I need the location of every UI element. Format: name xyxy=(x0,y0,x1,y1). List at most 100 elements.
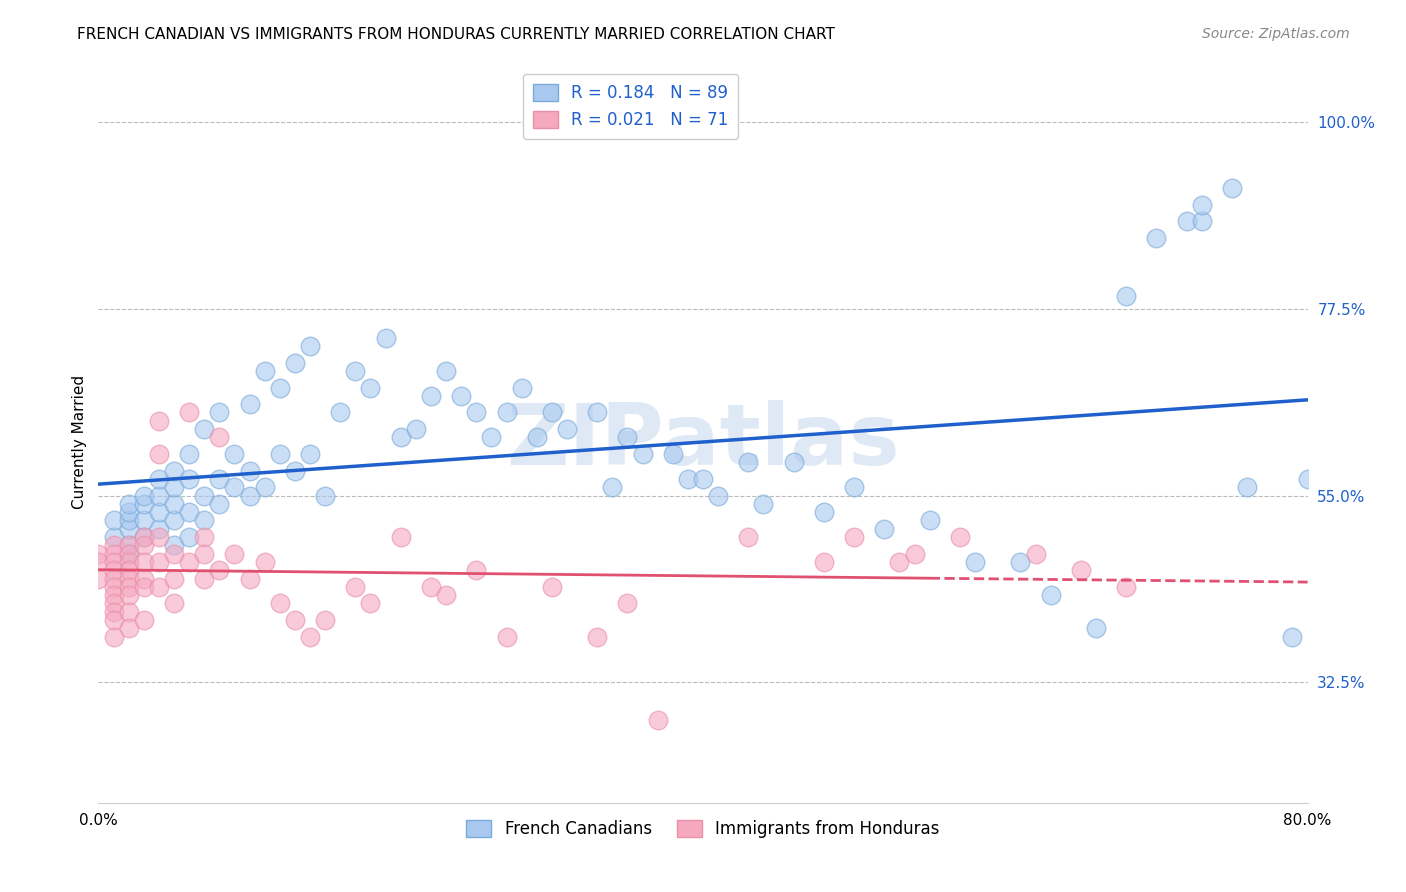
Point xyxy=(1010,555,1032,569)
Point xyxy=(193,422,215,436)
Point xyxy=(179,447,201,461)
Point xyxy=(163,572,186,586)
Point xyxy=(118,580,141,594)
Point xyxy=(707,489,730,503)
Point xyxy=(752,497,775,511)
Point xyxy=(208,563,231,577)
Point xyxy=(103,580,125,594)
Point xyxy=(813,555,835,569)
Point xyxy=(163,538,186,552)
Point xyxy=(253,480,276,494)
Point xyxy=(118,505,141,519)
Point xyxy=(586,405,609,419)
Point xyxy=(118,555,141,569)
Point xyxy=(163,513,186,527)
Point xyxy=(495,405,517,419)
Point xyxy=(420,580,443,594)
Point xyxy=(1236,480,1258,494)
Point xyxy=(193,489,215,503)
Point xyxy=(344,364,367,378)
Point xyxy=(224,447,246,461)
Point xyxy=(465,563,488,577)
Point xyxy=(586,630,609,644)
Point xyxy=(103,572,125,586)
Point xyxy=(692,472,714,486)
Point xyxy=(661,447,683,461)
Point xyxy=(103,563,125,577)
Point xyxy=(737,455,759,469)
Point xyxy=(118,522,141,536)
Point xyxy=(918,513,941,527)
Point xyxy=(239,572,262,586)
Point xyxy=(208,472,231,486)
Point xyxy=(314,613,336,627)
Point xyxy=(374,331,396,345)
Point xyxy=(616,597,638,611)
Point xyxy=(132,497,155,511)
Point xyxy=(284,356,307,370)
Point xyxy=(495,630,517,644)
Point xyxy=(193,530,215,544)
Point xyxy=(118,621,141,635)
Text: FRENCH CANADIAN VS IMMIGRANTS FROM HONDURAS CURRENTLY MARRIED CORRELATION CHART: FRENCH CANADIAN VS IMMIGRANTS FROM HONDU… xyxy=(77,27,835,42)
Point xyxy=(631,447,654,461)
Point xyxy=(813,505,835,519)
Point xyxy=(224,547,246,561)
Point xyxy=(118,513,141,527)
Point xyxy=(360,380,382,394)
Point xyxy=(269,597,291,611)
Point xyxy=(844,480,866,494)
Point xyxy=(602,480,624,494)
Point xyxy=(103,547,125,561)
Point xyxy=(163,547,186,561)
Point xyxy=(405,422,427,436)
Point xyxy=(1220,181,1243,195)
Point xyxy=(148,447,170,461)
Point xyxy=(526,430,548,444)
Point xyxy=(1191,214,1213,228)
Point xyxy=(103,597,125,611)
Point xyxy=(389,430,412,444)
Point xyxy=(1144,231,1167,245)
Legend: French Canadians, Immigrants from Honduras: French Canadians, Immigrants from Hondur… xyxy=(460,814,946,845)
Point xyxy=(510,380,533,394)
Point xyxy=(148,414,170,428)
Point xyxy=(148,522,170,536)
Point xyxy=(253,364,276,378)
Point xyxy=(904,547,927,561)
Point xyxy=(118,588,141,602)
Point xyxy=(949,530,972,544)
Point xyxy=(783,455,806,469)
Point xyxy=(555,422,578,436)
Point xyxy=(253,555,276,569)
Point xyxy=(87,547,110,561)
Point xyxy=(299,630,322,644)
Point xyxy=(148,489,170,503)
Point xyxy=(132,580,155,594)
Point xyxy=(737,530,759,544)
Point xyxy=(1039,588,1062,602)
Point xyxy=(179,555,201,569)
Point xyxy=(844,530,866,544)
Point xyxy=(540,580,562,594)
Point xyxy=(193,513,215,527)
Point xyxy=(239,464,262,478)
Point xyxy=(163,497,186,511)
Point xyxy=(132,513,155,527)
Point xyxy=(148,530,170,544)
Point xyxy=(269,447,291,461)
Point xyxy=(344,580,367,594)
Point xyxy=(132,530,155,544)
Point xyxy=(163,464,186,478)
Point xyxy=(118,563,141,577)
Point xyxy=(389,530,412,544)
Point xyxy=(239,397,262,411)
Point xyxy=(540,405,562,419)
Point xyxy=(1175,214,1198,228)
Point xyxy=(87,555,110,569)
Point xyxy=(148,472,170,486)
Point xyxy=(179,405,201,419)
Point xyxy=(132,489,155,503)
Point xyxy=(434,364,457,378)
Point xyxy=(132,613,155,627)
